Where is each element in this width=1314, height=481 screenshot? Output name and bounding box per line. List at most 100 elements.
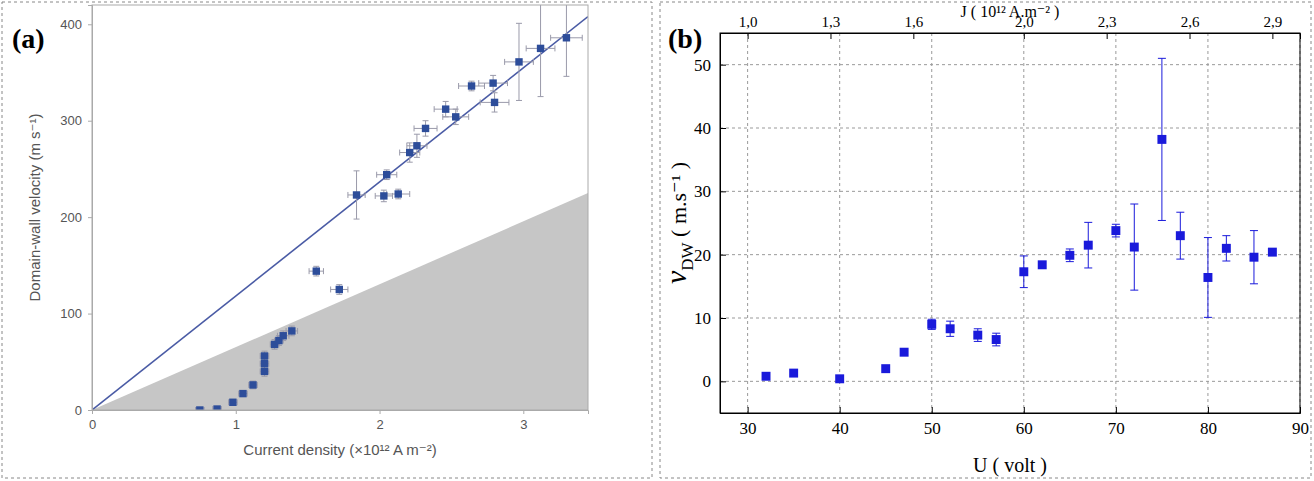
point [468, 82, 475, 89]
panel-label: (b) [668, 23, 702, 54]
grid-line [1207, 33, 1208, 413]
grid-line [1115, 33, 1116, 413]
tick: 90 [1292, 407, 1309, 438]
tick-label: 2,3 [1098, 14, 1117, 30]
error-bar [453, 109, 459, 124]
tick-label: 100 [60, 306, 82, 321]
tick-label: 3 [520, 417, 527, 432]
fit-line [92, 17, 588, 410]
tick-mark [1024, 33, 1025, 39]
tick-mark [1300, 407, 1301, 413]
error-bar [443, 101, 449, 116]
point [1084, 241, 1093, 250]
point [789, 369, 798, 378]
error-bar [313, 266, 319, 276]
figure: 01230100200300400(a)Current density (×10… [0, 0, 1314, 481]
error-bar [230, 399, 236, 405]
y-axis-title-part: v [659, 270, 692, 284]
x-error-bar [309, 268, 323, 274]
point [563, 34, 570, 41]
tick: 1,0 [739, 14, 758, 39]
point [1176, 231, 1185, 240]
grid [720, 33, 1300, 413]
x-axis: 30405060708090 [721, 407, 1310, 438]
x-error-bar [377, 172, 397, 178]
plot-area [762, 58, 1277, 383]
grid-line [720, 381, 1300, 382]
tick-label: 90 [1292, 419, 1309, 438]
x-error-bar [414, 125, 437, 131]
tick: 400 [60, 17, 92, 32]
x-error-bar [286, 328, 298, 334]
point [1203, 273, 1212, 282]
tick: 30 [740, 407, 757, 438]
x2-axis-title: J ( 10¹² A.m⁻² ) [961, 3, 1060, 21]
grid-line [747, 33, 748, 413]
error-bar [381, 190, 387, 202]
error-bar [1222, 236, 1230, 261]
error-bar [563, 5, 569, 76]
x-error-bar [260, 353, 269, 359]
error-bar [384, 170, 390, 180]
tick-label: 80 [1200, 419, 1217, 438]
point [973, 331, 982, 340]
point [881, 364, 890, 373]
x-axis-title: Current density (×10¹² A m⁻²) [243, 441, 436, 458]
point [452, 113, 459, 120]
tick: 50 [694, 56, 726, 75]
point [213, 405, 220, 410]
error-bar [490, 75, 496, 90]
panel: 30405060708090010203040501,01,31,62,02,3… [659, 2, 1311, 478]
tick-mark [748, 33, 749, 39]
x-axis-line [721, 407, 1301, 414]
tick: 2,9 [1264, 14, 1283, 39]
plot-frame [92, 5, 588, 410]
point [442, 105, 449, 112]
tick-label: 10 [694, 309, 711, 328]
tick-mark [913, 33, 914, 39]
error-bar [1084, 222, 1092, 268]
point [927, 320, 936, 329]
error-bar [1112, 224, 1120, 237]
point [261, 360, 268, 367]
error-bar [262, 359, 268, 369]
panel-border [660, 2, 1311, 478]
y-axis-line [88, 6, 93, 411]
error-bar [423, 121, 429, 136]
tick-label: 200 [60, 210, 82, 225]
point [196, 406, 203, 410]
point [1222, 244, 1231, 253]
tick-mark [932, 407, 933, 413]
tick: 2,6 [1181, 14, 1200, 39]
error-bar [414, 134, 420, 157]
x-error-bar [551, 35, 583, 41]
x-error-bar [387, 191, 410, 197]
tick-label: 30 [740, 419, 757, 438]
point [1249, 253, 1258, 262]
error-bar [250, 381, 256, 389]
panel: 01230100200300400(a)Current density (×10… [2, 0, 652, 478]
point [229, 399, 236, 406]
plot-area [92, 5, 588, 410]
error-bar [1158, 58, 1166, 220]
grid-line [720, 128, 1300, 129]
x-error-bar [249, 382, 258, 388]
x-error-bar [480, 99, 509, 105]
x-error-bar [229, 399, 238, 405]
tick-mark [1116, 407, 1117, 413]
error-bar [946, 321, 954, 336]
tick: 60 [1016, 407, 1033, 438]
error-bar [974, 329, 982, 342]
tick-mark [88, 121, 92, 122]
error-bar [538, 5, 544, 97]
point [249, 381, 256, 388]
tick: 3 [520, 410, 527, 432]
tick: 1,3 [822, 14, 841, 39]
tick-label: 40 [832, 419, 849, 438]
point [491, 99, 498, 106]
point [1157, 135, 1166, 144]
tick-mark [840, 407, 841, 413]
y-axis-title: Domain-wall velocity (m s⁻¹) [26, 114, 43, 302]
tick-label: 1,0 [739, 14, 758, 30]
error-bar [395, 189, 401, 199]
